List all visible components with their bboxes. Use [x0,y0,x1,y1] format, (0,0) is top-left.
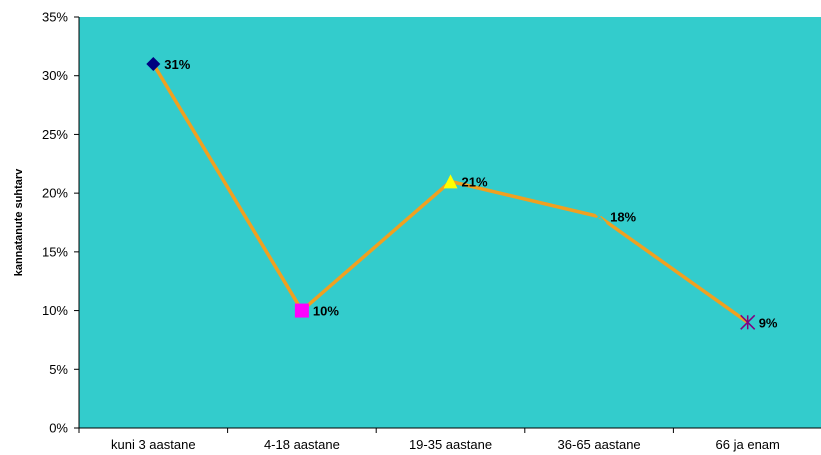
y-tick-label: 10% [42,303,68,318]
plot-area [79,17,821,428]
x-axis: kuni 3 aastane 4-18 aastane 19-35 aastane 3… [78,427,821,452]
point-marker-x [591,209,607,225]
y-tick-label: 30% [42,68,68,83]
x-tick-label: 66 ja enam [716,437,780,452]
y-tick-label: 20% [42,186,68,201]
point-marker-diamond [146,56,161,71]
y-tick-label: 35% [42,10,68,25]
series-group: 31% 10% 21% 18% 9% [146,56,778,330]
data-label: 21% [462,174,488,189]
y-tick-label: 5% [49,362,68,377]
x-tick-label: 36-65 aastane [558,437,641,452]
point-marker-square [294,303,309,318]
data-label: 9% [759,315,778,330]
point-marker-triangle [443,174,458,189]
marker-stroke [591,209,607,225]
y-tick-label: 0% [49,421,68,436]
data-label: 18% [610,210,636,225]
x-tick-label: 19-35 aastane [409,437,492,452]
x-tick-label: kuni 3 aastane [111,437,196,452]
point-marker-star [740,314,756,330]
y-axis: 0% 5% 10% 15% 20% 25% 30% 35% [42,10,80,436]
y-axis-title: kannatanute suhtarv [13,168,25,276]
x-tick-label: 4-18 aastane [264,437,340,452]
data-label: 31% [164,57,190,72]
data-label: 10% [313,304,339,319]
y-tick-label: 15% [42,244,68,259]
y-tick-label: 25% [42,127,68,142]
